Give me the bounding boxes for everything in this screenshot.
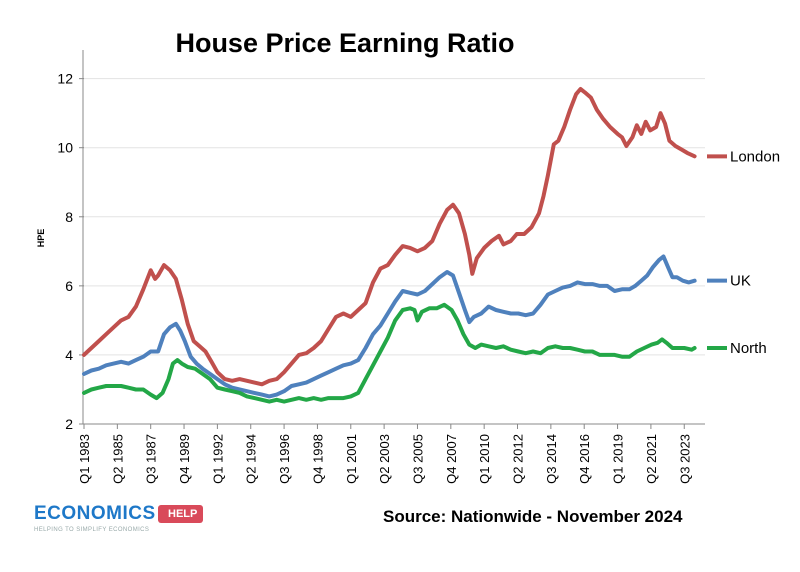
x-tick-label: Q1 2019 [611,434,626,484]
legend-label-uk: UK [730,273,751,290]
chart-title: House Price Earning Ratio [175,28,515,58]
y-tick-label: 6 [65,278,73,294]
logo-badge: HELP [158,505,204,523]
logo-wordmark: ECONOMICS [34,503,156,524]
x-tick-label: Q4 2007 [444,434,459,484]
y-axis-ticks: 2 4 6 8 10 12 [57,71,84,432]
x-tick-label: Q4 2016 [577,434,592,484]
y-tick-label: 2 [65,416,73,432]
x-tick-label: Q3 2014 [544,434,559,484]
y-tick-label: 4 [65,347,73,363]
x-tick-label: Q1 2010 [477,434,492,484]
x-tick-label: Q2 2012 [511,434,526,484]
series-line-uk [82,254,697,399]
y-tick-label: 10 [57,140,73,156]
y-axis-label: HPE [36,229,46,248]
x-tick-label: Q3 1987 [144,434,159,484]
series-line-london [82,87,697,387]
series-lines [82,87,697,404]
y-tick-label: 12 [57,71,73,87]
x-tick-label: Q1 2001 [344,434,359,484]
x-tick-label: Q1 1983 [77,434,92,484]
series-line-north [82,302,697,404]
gridlines [84,78,705,425]
legend-label-london: London [730,148,780,165]
x-tick-label: Q4 1998 [310,434,325,484]
y-tick-label: 8 [65,209,73,225]
x-tick-label: Q3 1996 [277,434,292,484]
x-tick-label: Q2 2021 [644,434,659,484]
x-tick-label: Q3 2005 [410,434,425,484]
x-tick-label: Q4 1989 [177,434,192,484]
x-tick-label: Q2 1985 [110,434,125,484]
x-tick-label: Q3 2023 [677,434,692,484]
x-tick-label: Q2 1994 [244,434,259,484]
source-note: Source: Nationwide - November 2024 [383,507,683,526]
legend: London UK North [707,148,780,357]
logo-tagline: HELPING TO SIMPLIFY ECONOMICS [34,527,150,533]
economics-help-logo: ECONOMICS HELP HELPING TO SIMPLIFY ECONO… [34,503,234,539]
x-axis-ticks: Q1 1983 Q2 1985 Q3 1987 Q4 1989 Q1 1992 Q2 19… [77,424,692,484]
x-tick-label: Q2 2003 [377,434,392,484]
x-tick-label: Q1 1992 [210,434,225,484]
legend-label-north: North [730,340,767,357]
